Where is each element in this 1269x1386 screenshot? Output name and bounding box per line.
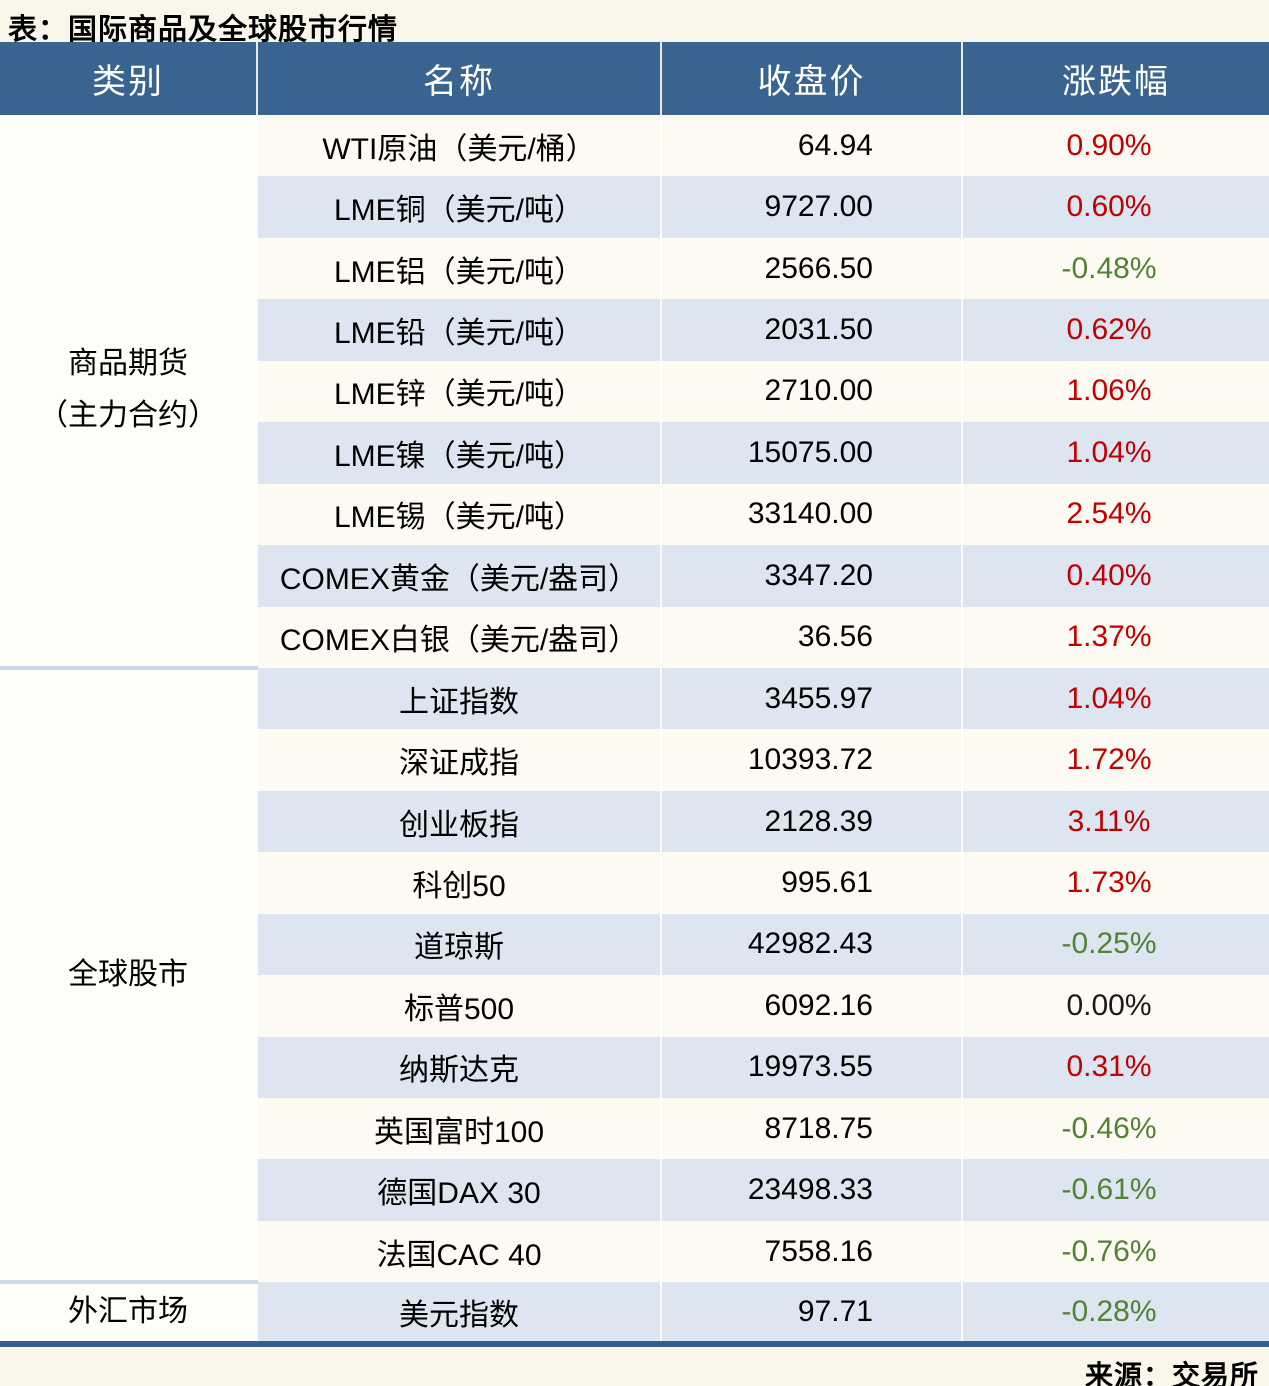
source-note: 来源：交易所 — [1084, 1359, 1259, 1386]
close-price-cell: 2710.00 — [660, 360, 962, 423]
close-price-cell: 2031.50 — [660, 299, 962, 361]
name-cell: LME铜（美元/吨） — [256, 176, 661, 238]
name-cell: 上证指数 — [256, 667, 661, 730]
table-row: 科创50 995.61 1.73% — [0, 852, 1269, 914]
close-price-cell: 97.71 — [660, 1282, 962, 1344]
table-row: LME铅（美元/吨） 2031.50 0.62% — [0, 299, 1269, 361]
name-cell: 标普500 — [256, 975, 661, 1037]
col-header-close: 收盘价 — [660, 42, 962, 115]
name-cell: 道琼斯 — [256, 913, 661, 976]
change-percent-cell: 1.06% — [961, 360, 1269, 423]
table-body: 商品期货 （主力合约） WTI原油（美元/桶） 64.94 0.90% LME铜（美元/吨… — [0, 115, 1269, 1344]
change-percent-cell: 1.73% — [961, 852, 1269, 914]
col-header-category: 类别 — [0, 42, 257, 115]
name-cell: COMEX黄金（美元/盎司） — [256, 545, 661, 607]
name-cell: 法国CAC 40 — [256, 1220, 661, 1283]
table-row: 英国富时100 8718.75 -0.46% — [0, 1098, 1269, 1160]
change-percent-cell: 3.11% — [961, 790, 1269, 853]
name-cell: 纳斯达克 — [256, 1036, 661, 1098]
category-label-line: 外汇市场 — [68, 1295, 188, 1329]
close-price-cell: 7558.16 — [660, 1220, 962, 1283]
table-row: 标普500 6092.16 0.00% — [0, 975, 1269, 1037]
change-percent-cell: 0.40% — [961, 545, 1269, 607]
table-row: LME锌（美元/吨） 2710.00 1.06% — [0, 360, 1269, 423]
table-header: 类别 名称 收盘价 涨跌幅 — [0, 42, 1269, 115]
name-cell: LME铅（美元/吨） — [256, 299, 661, 361]
change-percent-cell: 1.72% — [961, 729, 1269, 791]
change-percent-cell: -0.48% — [961, 237, 1269, 300]
name-cell: LME铝（美元/吨） — [256, 237, 661, 300]
change-percent-cell: 0.62% — [961, 299, 1269, 361]
col-header-name: 名称 — [256, 42, 661, 115]
change-percent-cell: 0.00% — [961, 975, 1269, 1037]
table-row: LME锡（美元/吨） 33140.00 2.54% — [0, 483, 1269, 546]
category-label-line: 商品期货 — [68, 346, 188, 380]
change-percent-cell: -0.25% — [961, 913, 1269, 976]
name-cell: 科创50 — [256, 852, 661, 914]
close-price-cell: 19973.55 — [660, 1036, 962, 1098]
table-row: LME铝（美元/吨） 2566.50 -0.48% — [0, 237, 1269, 300]
table-row: 创业板指 2128.39 3.11% — [0, 790, 1269, 853]
table-row: COMEX白银（美元/盎司） 36.56 1.37% — [0, 606, 1269, 668]
table-row: LME镍（美元/吨） 15075.00 1.04% — [0, 422, 1269, 484]
table-row: 商品期货 （主力合约） WTI原油（美元/桶） 64.94 0.90% — [0, 115, 1269, 668]
name-cell: 创业板指 — [256, 790, 661, 853]
change-percent-cell: 1.04% — [961, 667, 1269, 730]
close-price-cell: 23498.33 — [660, 1159, 962, 1221]
close-price-cell: 42982.43 — [660, 913, 962, 976]
table-row: 德国DAX 30 23498.33 -0.61% — [0, 1159, 1269, 1221]
table-row: 深证成指 10393.72 1.72% — [0, 729, 1269, 791]
close-price-cell: 36.56 — [660, 606, 962, 668]
close-price-cell: 8718.75 — [660, 1098, 962, 1160]
category-cell: 全球股市 — [0, 665, 257, 1283]
category-cell: 外汇市场 — [0, 1280, 257, 1344]
close-price-cell: 9727.00 — [660, 176, 962, 238]
table-row: 全球股市 上证指数 3455.97 1.04% — [0, 665, 1269, 1283]
name-cell: WTI原油（美元/桶） — [256, 115, 661, 177]
close-price-cell: 995.61 — [660, 852, 962, 914]
table-row: COMEX黄金（美元/盎司） 3347.20 0.40% — [0, 545, 1269, 607]
table-row: 法国CAC 40 7558.16 -0.76% — [0, 1220, 1269, 1283]
close-price-cell: 10393.72 — [660, 729, 962, 791]
table-row: 外汇市场 美元指数 97.71 -0.28% — [0, 1280, 1269, 1344]
change-percent-cell: 2.54% — [961, 483, 1269, 546]
name-cell: 英国富时100 — [256, 1098, 661, 1160]
market-table: 类别 名称 收盘价 涨跌幅 商品期货 （主力合约） WTI原油（美元/桶） 64.94… — [0, 42, 1269, 1347]
name-cell: COMEX白银（美元/盎司） — [256, 606, 661, 668]
change-percent-cell: -0.61% — [961, 1159, 1269, 1221]
change-percent-cell: 1.37% — [961, 606, 1269, 668]
change-percent-cell: 0.90% — [961, 115, 1269, 177]
change-percent-cell: 0.60% — [961, 176, 1269, 238]
close-price-cell: 2128.39 — [660, 790, 962, 853]
name-cell: 美元指数 — [256, 1282, 661, 1344]
table-row: 纳斯达克 19973.55 0.31% — [0, 1036, 1269, 1098]
close-price-cell: 64.94 — [660, 115, 962, 177]
table-row: LME铜（美元/吨） 9727.00 0.60% — [0, 176, 1269, 238]
change-percent-cell: 1.04% — [961, 422, 1269, 484]
close-price-cell: 15075.00 — [660, 422, 962, 484]
name-cell: 德国DAX 30 — [256, 1159, 661, 1221]
change-percent-cell: -0.76% — [961, 1220, 1269, 1283]
name-cell: LME镍（美元/吨） — [256, 422, 661, 484]
name-cell: LME锡（美元/吨） — [256, 483, 661, 546]
category-label-line: 全球股市 — [68, 957, 188, 991]
category-cell: 商品期货 （主力合约） — [0, 115, 257, 668]
change-percent-cell: 0.31% — [961, 1036, 1269, 1098]
name-cell: LME锌（美元/吨） — [256, 360, 661, 423]
close-price-cell: 3347.20 — [660, 545, 962, 607]
close-price-cell: 3455.97 — [660, 667, 962, 730]
change-percent-cell: -0.28% — [961, 1282, 1269, 1344]
table-row: 道琼斯 42982.43 -0.25% — [0, 913, 1269, 976]
category-label-line: （主力合约） — [38, 399, 218, 433]
close-price-cell: 2566.50 — [660, 237, 962, 300]
page-title: 表：国际商品及全球股市行情 — [8, 14, 399, 46]
col-header-change: 涨跌幅 — [961, 42, 1269, 115]
change-percent-cell: -0.46% — [961, 1098, 1269, 1160]
close-price-cell: 6092.16 — [660, 975, 962, 1037]
header-row: 类别 名称 收盘价 涨跌幅 — [0, 42, 1269, 115]
close-price-cell: 33140.00 — [660, 483, 962, 546]
name-cell: 深证成指 — [256, 729, 661, 791]
